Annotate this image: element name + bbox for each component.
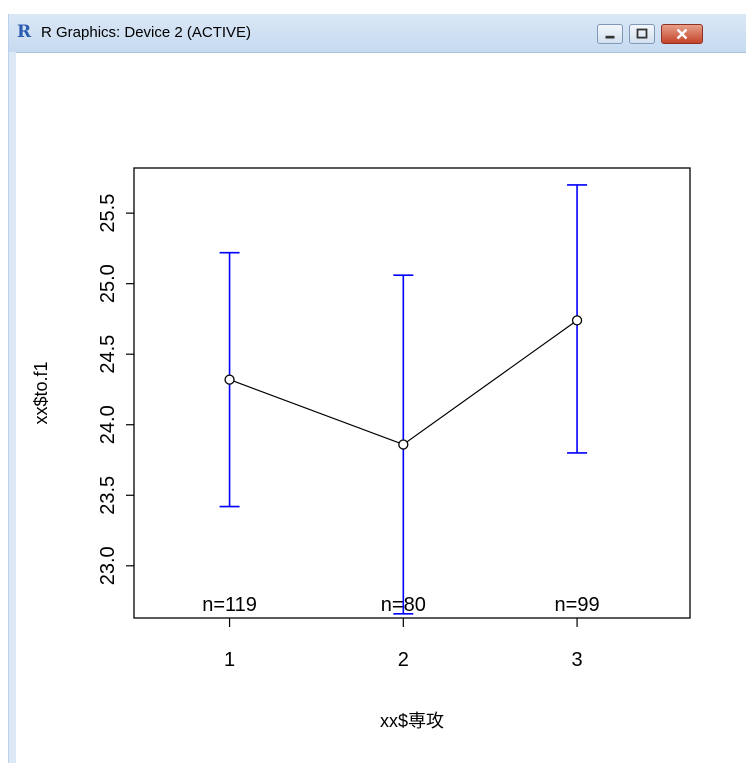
plot-box (133, 167, 691, 619)
data-point (571, 315, 583, 326)
x-tick-label: 2 (398, 649, 409, 671)
r-logo-icon: R (17, 22, 32, 42)
y-axis-title: xx$to.f1 (31, 361, 51, 424)
y-tick-label: 23.0 (97, 546, 119, 585)
y-tick-label: 25.0 (97, 264, 119, 303)
n-label: n=119 (202, 594, 257, 616)
r-graphics-window: R R Graphics: Device 2 (ACTIVE) (8, 14, 746, 763)
n-label: n=80 (381, 594, 426, 616)
error-bars (219, 184, 588, 615)
y-tick-label: 24.5 (97, 335, 119, 374)
window-left-frame (9, 52, 16, 763)
x-tick-label: 1 (224, 649, 235, 671)
y-tick-label: 25.5 (97, 194, 119, 233)
data-point (398, 439, 409, 450)
n-labels: n=119 n=80 n=99 (202, 594, 599, 616)
maximize-icon (636, 28, 648, 39)
close-icon (676, 28, 688, 40)
close-button[interactable] (661, 24, 703, 44)
data-point (224, 374, 235, 385)
x-axis: 1 2 3 (224, 618, 583, 671)
n-label: n=99 (555, 594, 600, 616)
minimize-button[interactable] (597, 24, 623, 44)
window-title: R Graphics: Device 2 (ACTIVE) (41, 24, 252, 41)
maximize-button[interactable] (629, 24, 655, 44)
y-tick-label: 24.0 (97, 405, 119, 444)
x-axis-title: xx$専攻 (380, 711, 444, 731)
points (224, 315, 583, 450)
minimize-icon (605, 35, 615, 39)
x-tick-label: 3 (572, 649, 583, 671)
title-bar[interactable]: R R Graphics: Device 2 (ACTIVE) (9, 14, 746, 53)
y-axis: 23.0 23.5 24.0 24.5 25.0 25.5 (97, 194, 134, 585)
y-tick-label: 23.5 (97, 476, 119, 515)
